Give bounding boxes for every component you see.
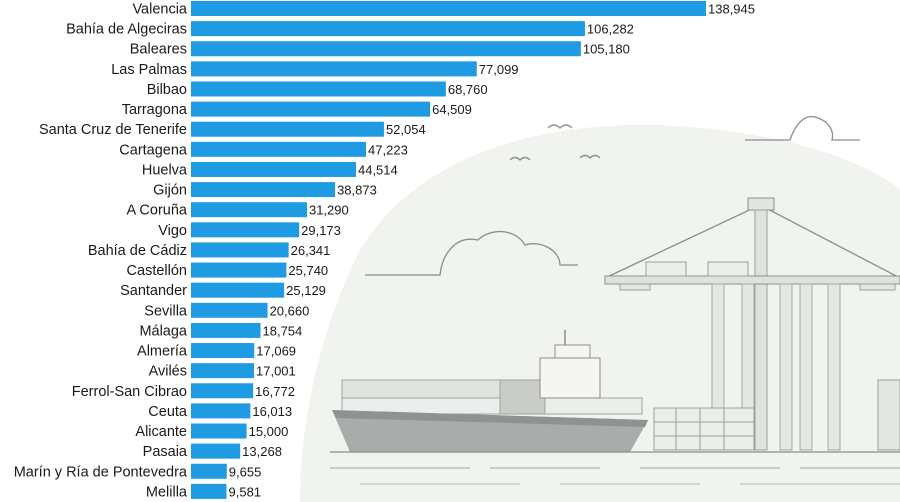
- value-label: 13,268: [242, 444, 282, 459]
- bar: [191, 443, 241, 459]
- value-label: 105,180: [583, 42, 630, 57]
- cloud-icon: [365, 115, 860, 276]
- category-label: Avilés: [149, 364, 187, 380]
- category-label: Huelva: [142, 162, 188, 178]
- bar: [191, 363, 255, 379]
- category-label: Baleares: [130, 42, 187, 58]
- bar: [191, 1, 706, 16]
- category-label: A Coruña: [127, 203, 188, 219]
- value-label: 44,514: [358, 162, 398, 177]
- bars-group: [191, 1, 706, 499]
- category-label: Ceuta: [148, 404, 188, 420]
- bar: [191, 81, 446, 97]
- value-label: 52,054: [386, 122, 426, 137]
- value-label: 47,223: [368, 142, 408, 157]
- value-label: 18,754: [263, 323, 303, 338]
- category-label: Santander: [120, 283, 187, 299]
- bar: [191, 403, 251, 419]
- value-label: 29,173: [301, 223, 341, 238]
- value-label: 64,509: [432, 102, 472, 117]
- value-label: 9,581: [229, 484, 262, 499]
- value-label: 25,740: [288, 263, 328, 278]
- bar: [191, 121, 384, 137]
- category-label: Vigo: [158, 223, 187, 239]
- category-label: Gijón: [153, 183, 187, 199]
- value-label: 77,099: [479, 62, 519, 77]
- category-label: Almería: [137, 344, 188, 360]
- value-label: 9,655: [229, 464, 262, 479]
- value-label: 38,873: [337, 183, 377, 198]
- bar: [191, 21, 585, 37]
- value-label: 20,660: [270, 303, 310, 318]
- value-labels-group: 138,945 106,282 105,180 77,099 68,760 64,509 5…: [229, 2, 755, 500]
- bar: [191, 101, 431, 117]
- seagull-icon: [509, 124, 601, 161]
- quay-line: [330, 451, 900, 485]
- category-label: Bahía de Algeciras: [66, 22, 187, 38]
- category-label: Castellón: [127, 263, 187, 279]
- category-label: Cartagena: [119, 142, 188, 158]
- bar: [191, 182, 336, 198]
- value-label: 26,341: [291, 243, 331, 258]
- bar: [191, 302, 268, 318]
- category-label: Bilbao: [147, 82, 187, 98]
- category-label: Melilla: [146, 484, 188, 500]
- bar: [191, 141, 367, 157]
- bar: [191, 61, 477, 77]
- category-label: Ferrol-San Cibrao: [72, 384, 187, 400]
- value-label: 31,290: [309, 203, 349, 218]
- category-label: Marín y Ría de Pontevedra: [14, 464, 188, 480]
- category-label: Santa Cruz de Tenerife: [39, 122, 187, 138]
- bar: [191, 343, 255, 359]
- value-label: 106,282: [587, 22, 634, 37]
- bar: [191, 202, 307, 218]
- value-label: 25,129: [286, 283, 326, 298]
- bar: [191, 282, 285, 298]
- bar: [191, 423, 247, 439]
- category-label: Sevilla: [144, 303, 188, 319]
- value-label: 15,000: [249, 424, 289, 439]
- category-label: Las Palmas: [111, 62, 187, 78]
- bar: [191, 383, 254, 399]
- bar: [191, 322, 261, 338]
- bar: [191, 161, 356, 177]
- value-label: 68,760: [448, 82, 488, 97]
- category-label: Valencia: [132, 2, 187, 18]
- bar: [191, 242, 289, 258]
- value-label: 16,013: [252, 404, 292, 419]
- bar: [191, 463, 227, 479]
- bar: [191, 41, 581, 57]
- value-label: 138,945: [708, 2, 755, 17]
- bar: [191, 262, 287, 278]
- category-labels-group: Valencia Bahía de Algeciras Baleares Las Pa…: [14, 2, 188, 501]
- containers-stack: [653, 379, 900, 451]
- category-label: Pasaia: [143, 444, 188, 460]
- category-label: Málaga: [139, 323, 187, 339]
- bar: [191, 222, 300, 238]
- value-label: 17,001: [256, 364, 296, 379]
- value-label: 17,069: [256, 344, 296, 359]
- value-label: 16,772: [255, 384, 295, 399]
- category-label: Tarragona: [122, 102, 188, 118]
- category-label: Bahía de Cádiz: [88, 243, 187, 259]
- category-label: Alicante: [135, 424, 187, 440]
- ship-icon: [332, 330, 648, 452]
- bar: [191, 483, 227, 499]
